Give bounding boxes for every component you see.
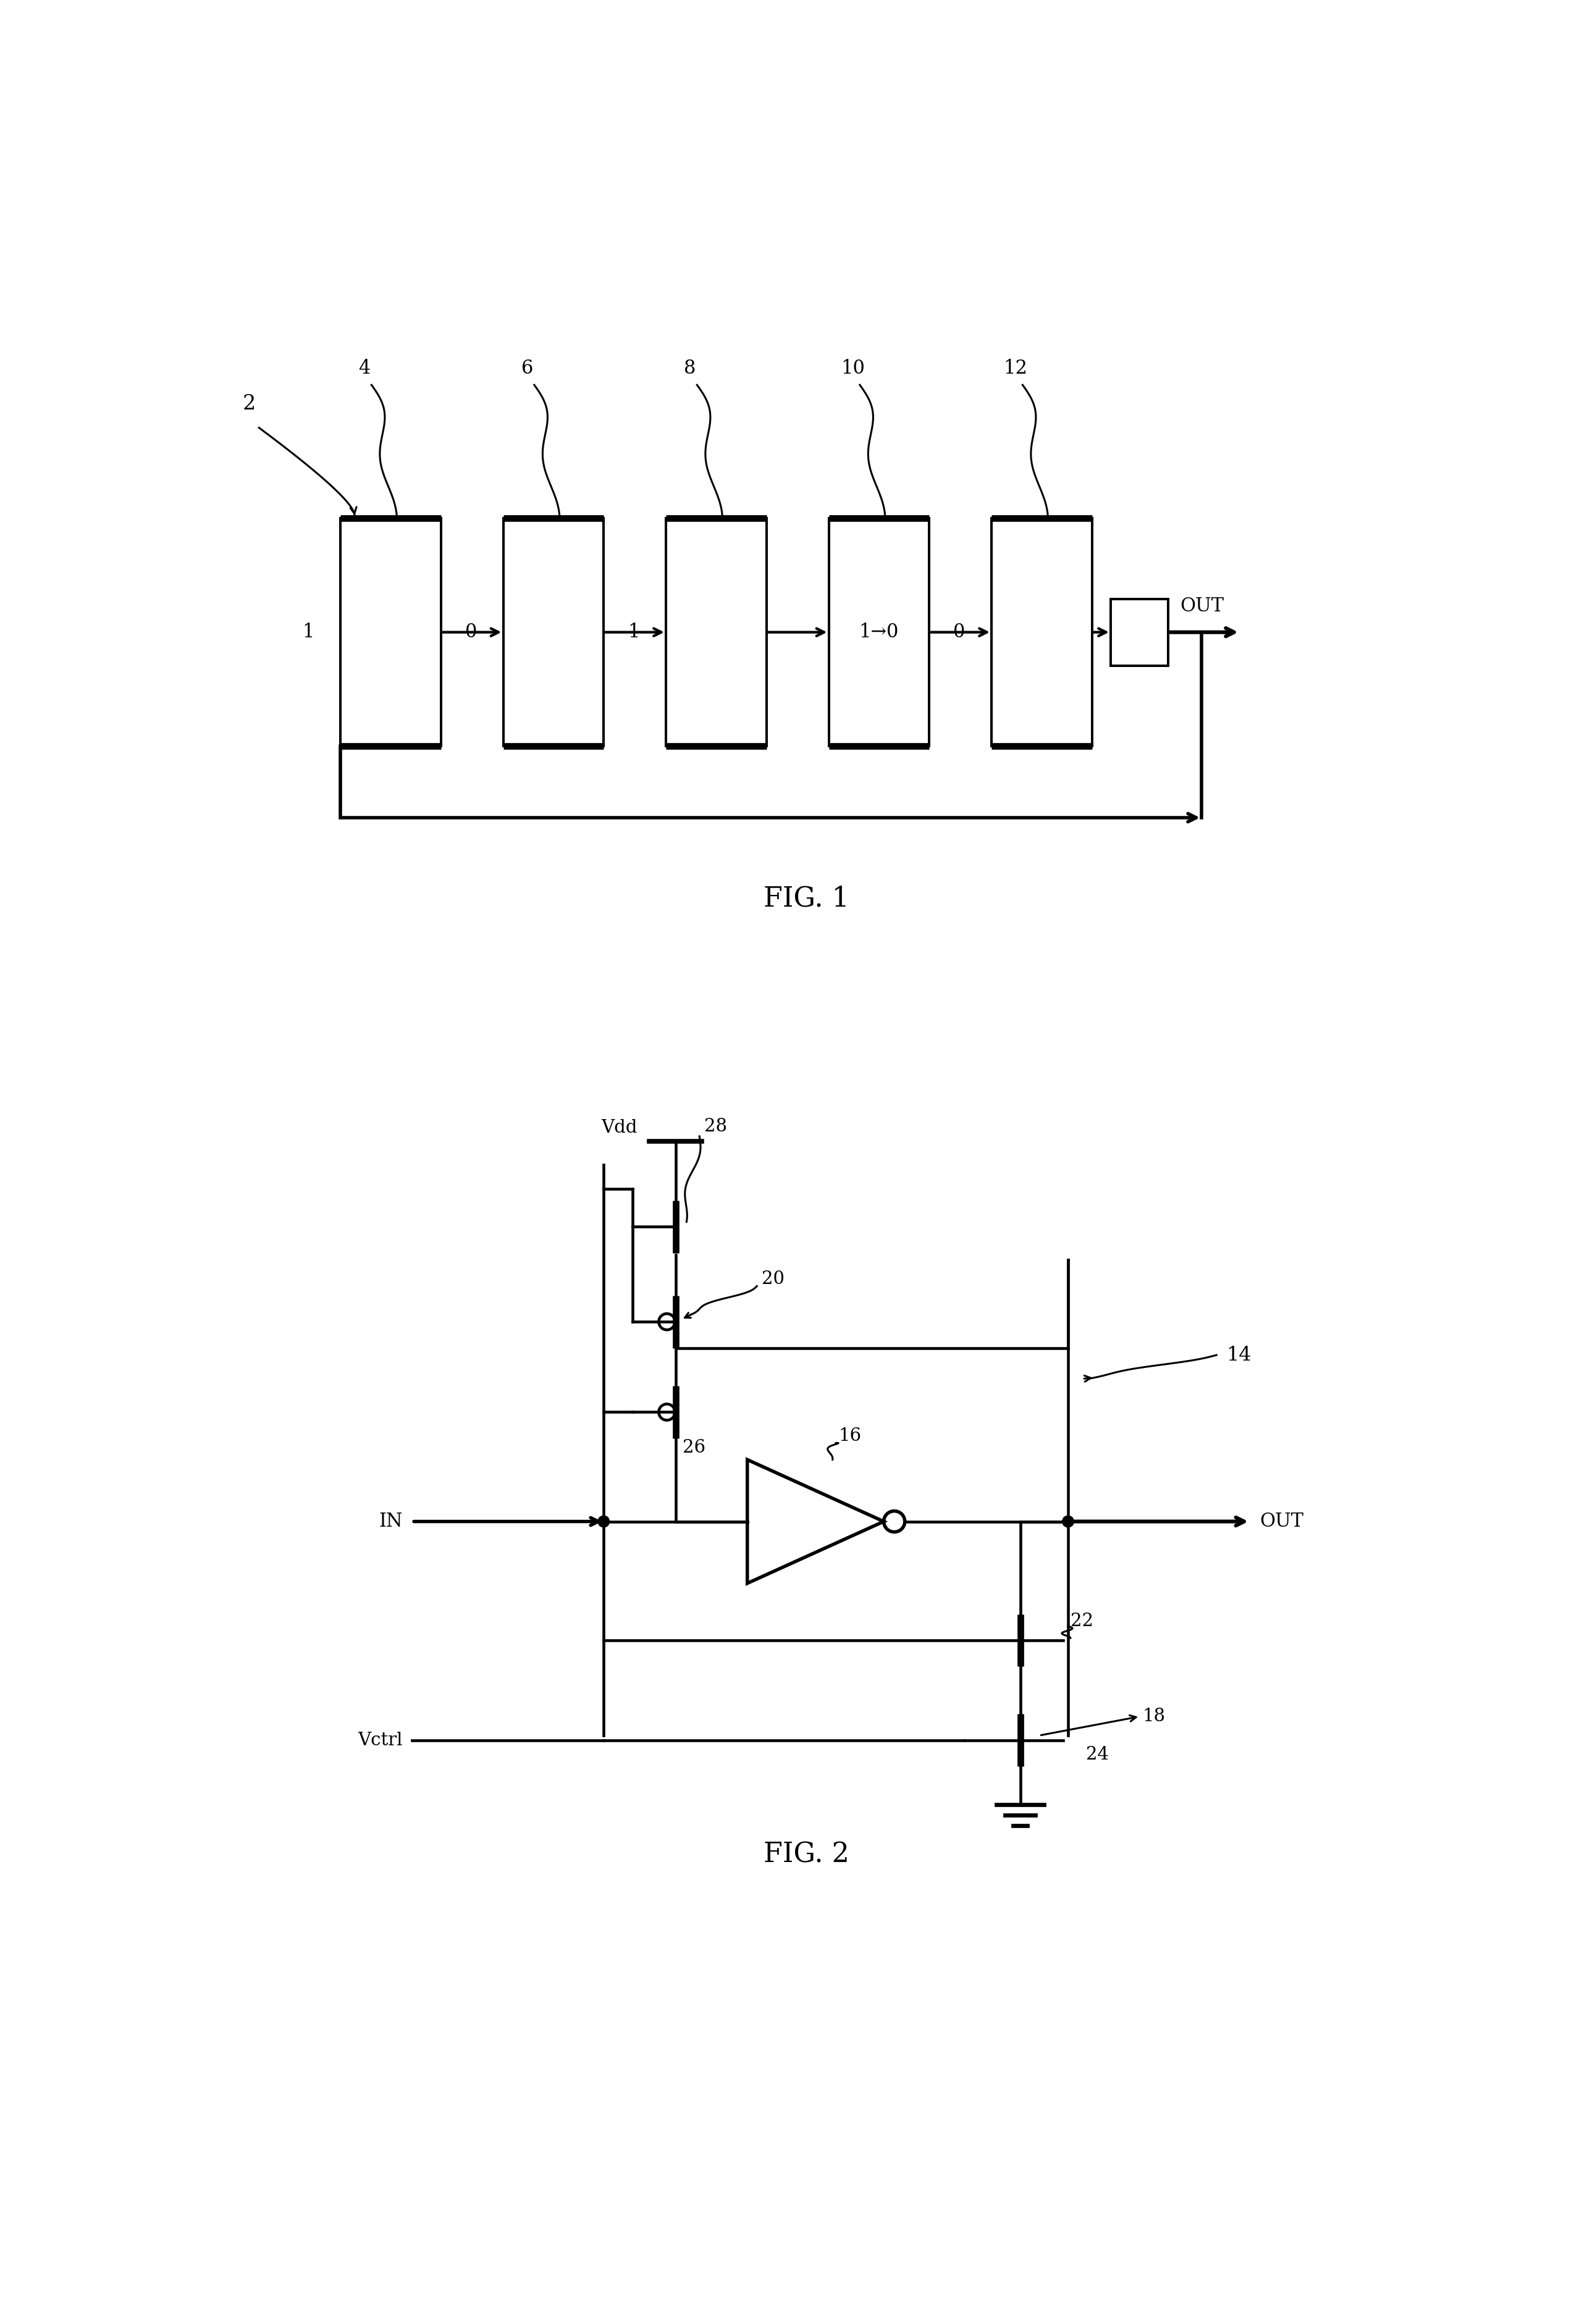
Text: 28: 28 — [704, 1118, 727, 1136]
Text: 0: 0 — [464, 623, 477, 641]
Text: FIG. 2: FIG. 2 — [763, 1841, 850, 1868]
Text: 14: 14 — [1226, 1346, 1251, 1364]
Text: 18: 18 — [1143, 1708, 1165, 1724]
Text: Vctrl: Vctrl — [357, 1731, 403, 1750]
Text: 1→0: 1→0 — [859, 623, 899, 641]
Text: OUT: OUT — [1259, 1513, 1303, 1532]
Text: FIG. 1: FIG. 1 — [763, 885, 850, 911]
Text: 4: 4 — [359, 358, 370, 379]
Text: OUT: OUT — [1180, 597, 1225, 616]
Text: 16: 16 — [839, 1427, 861, 1446]
Text: 0: 0 — [954, 623, 965, 641]
Text: 12: 12 — [1003, 358, 1028, 379]
Text: 1: 1 — [302, 623, 315, 641]
Text: 22: 22 — [1070, 1613, 1094, 1629]
Text: 20: 20 — [762, 1271, 784, 1287]
Circle shape — [598, 1515, 609, 1527]
Text: 8: 8 — [683, 358, 696, 379]
Text: 10: 10 — [841, 358, 864, 379]
Text: IN: IN — [379, 1513, 403, 1532]
Text: 6: 6 — [521, 358, 534, 379]
Circle shape — [1062, 1515, 1073, 1527]
Text: 24: 24 — [1086, 1745, 1108, 1764]
Text: 2: 2 — [242, 395, 257, 414]
Text: 1: 1 — [628, 623, 639, 641]
Text: 26: 26 — [683, 1439, 705, 1457]
Text: Vdd: Vdd — [601, 1118, 637, 1136]
